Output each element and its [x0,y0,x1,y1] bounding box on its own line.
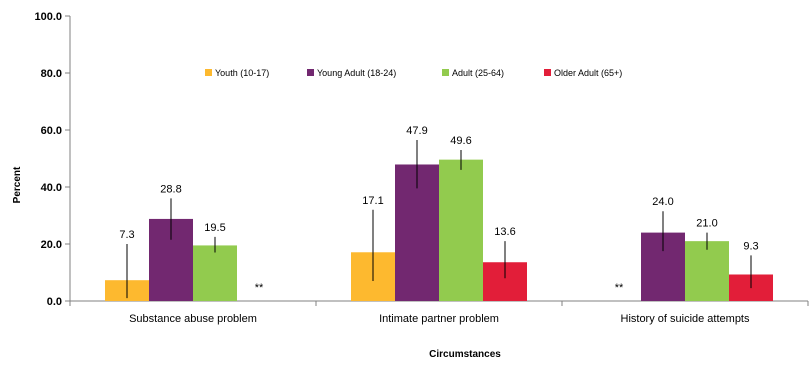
x-axis-label: Circumstances [429,349,501,360]
bar [439,159,483,301]
data-label: 9.3 [743,240,758,252]
data-label: 24.0 [652,196,673,208]
data-label: 13.6 [494,226,515,238]
legend-label: Young Adult (18-24) [317,68,396,78]
data-label: ** [615,282,624,294]
y-tick-label: 60.0 [41,125,62,137]
y-tick-label: 20.0 [41,239,62,251]
legend-label: Adult (25-64) [452,68,504,78]
legend-swatch [307,69,314,76]
y-axis-label: Percent [12,166,23,203]
y-tick-label: 80.0 [41,68,62,80]
legend-swatch [205,69,212,76]
bar [685,241,729,301]
legend-swatch [544,69,551,76]
data-label: 19.5 [204,222,225,234]
data-label: 49.6 [450,135,471,147]
data-label: 17.1 [362,195,383,207]
data-label: ** [255,282,264,294]
x-tick-label: History of suicide attempts [621,313,750,325]
y-tick-label: 0.0 [47,296,62,308]
legend-label: Youth (10-17) [215,68,269,78]
bar [193,245,237,301]
data-label: 21.0 [696,218,717,230]
bars: 7.3 28.8 19.5 ** 17.1 47.9 49.6 13.6 ** 24.0 21.0 9… [105,125,773,301]
data-label: 28.8 [160,183,181,195]
legend-swatch [442,69,449,76]
data-label: 7.3 [119,229,134,241]
axes: 0.0 20.0 40.0 60.0 80.0 100.0 Substance abuse … [34,11,809,325]
data-label: 47.9 [406,125,427,137]
y-tick-label: 40.0 [41,182,62,194]
legend: Youth (10-17) Young Adult (18-24) Adult (2… [205,68,622,78]
y-tick-label: 100.0 [34,11,62,23]
x-tick-label: Intimate partner problem [379,313,499,325]
x-tick-label: Substance abuse problem [129,313,257,325]
legend-label: Older Adult (65+) [554,68,622,78]
